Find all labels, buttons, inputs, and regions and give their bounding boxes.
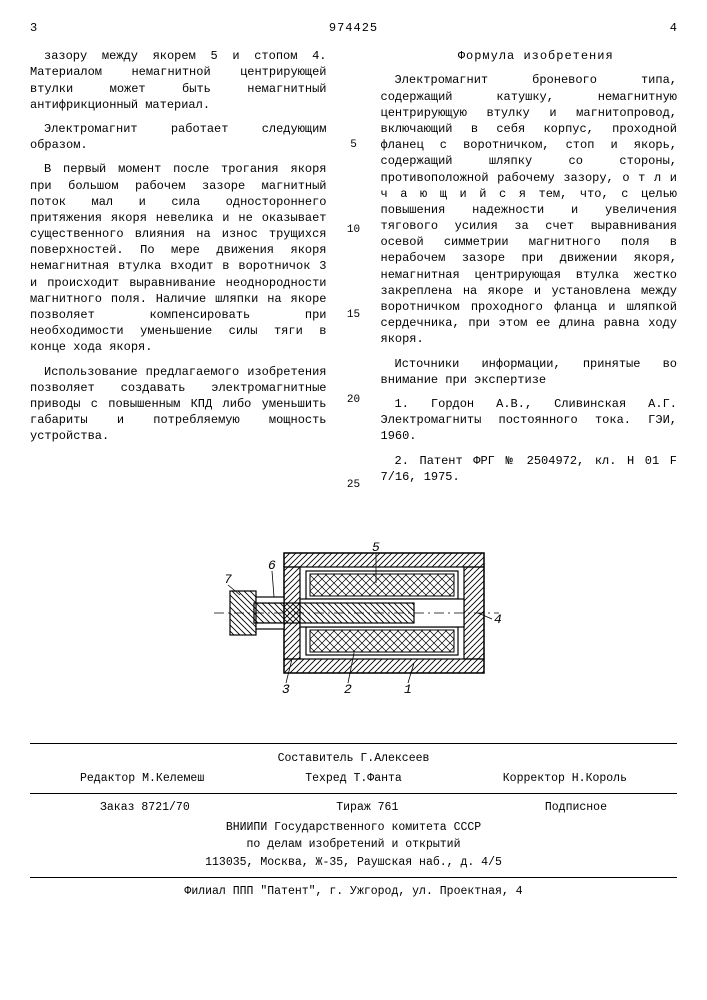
- editor: Редактор М.Келемеш: [80, 771, 204, 787]
- left-p3: В первый момент после трогания якоря при…: [30, 161, 327, 355]
- figure: 7 6 5 4 3 2 1: [30, 523, 677, 703]
- left-p1: зазору между якорем 5 и стопом 4. Матери…: [30, 48, 327, 113]
- left-p2: Электромагнит работает следующим образом…: [30, 121, 327, 153]
- electromagnet-diagram: 7 6 5 4 3 2 1: [194, 523, 514, 703]
- compiler: Составитель Г.Алексеев: [30, 750, 677, 767]
- patent-number: 974425: [329, 20, 378, 36]
- footer: Составитель Г.Алексеев Редактор М.Келеме…: [30, 743, 677, 900]
- sources-title: Источники информации, принятые во вниман…: [381, 356, 678, 388]
- page-right: 4: [670, 20, 677, 36]
- line-25: 25: [345, 478, 363, 493]
- fig-label-1: 1: [404, 682, 412, 697]
- org1: ВНИИПИ Государственного комитета СССР: [30, 819, 677, 836]
- left-column: зазору между якорем 5 и стопом 4. Матери…: [30, 48, 327, 493]
- fig-label-3: 3: [282, 682, 290, 697]
- source-1: 1. Гордон А.В., Сливинская А.Г. Электром…: [381, 396, 678, 445]
- text-columns: зазору между якорем 5 и стопом 4. Матери…: [30, 48, 677, 493]
- left-p4: Использование предлагаемого изобретения …: [30, 364, 327, 445]
- fig-label-7: 7: [224, 572, 232, 587]
- fig-label-5: 5: [372, 540, 380, 555]
- header-row: 3 974425 4: [30, 20, 677, 36]
- right-column: Формула изобретения Электромагнит бронев…: [381, 48, 678, 493]
- credits-row-2: Заказ 8721/70 Тираж 761 Подписное: [100, 800, 607, 816]
- branch: Филиал ППП "Патент", г. Ужгород, ул. Про…: [30, 884, 677, 900]
- podpisnoe: Подписное: [545, 800, 607, 816]
- fig-label-6: 6: [268, 558, 276, 573]
- line-15: 15: [345, 308, 363, 323]
- line-20: 20: [345, 393, 363, 408]
- fig-label-2: 2: [344, 682, 352, 697]
- line-5: 5: [345, 138, 363, 153]
- divider-3: [30, 877, 677, 878]
- org2: по делам изобретений и открытий: [30, 836, 677, 853]
- divider-2: [30, 793, 677, 794]
- divider-1: [30, 743, 677, 744]
- source-2: 2. Патент ФРГ № 2504972, кл. H 01 F 7/16…: [381, 453, 678, 485]
- page-left: 3: [30, 20, 37, 36]
- corrector: Корректор Н.Король: [503, 771, 627, 787]
- credits-row-1: Редактор М.Келемеш Техред Т.Фанта Коррек…: [80, 771, 627, 787]
- line-number-gutter: 5 10 15 20 25: [345, 48, 363, 493]
- techred: Техред Т.Фанта: [305, 771, 402, 787]
- address: 113035, Москва, Ж-35, Раушская наб., д. …: [30, 854, 677, 871]
- line-10: 10: [345, 223, 363, 238]
- tirazh: Тираж 761: [336, 800, 398, 816]
- order: Заказ 8721/70: [100, 800, 190, 816]
- formula-title: Формула изобретения: [381, 48, 678, 64]
- fig-label-4: 4: [494, 612, 502, 627]
- formula-body: Электромагнит броневого типа, содержащий…: [381, 72, 678, 347]
